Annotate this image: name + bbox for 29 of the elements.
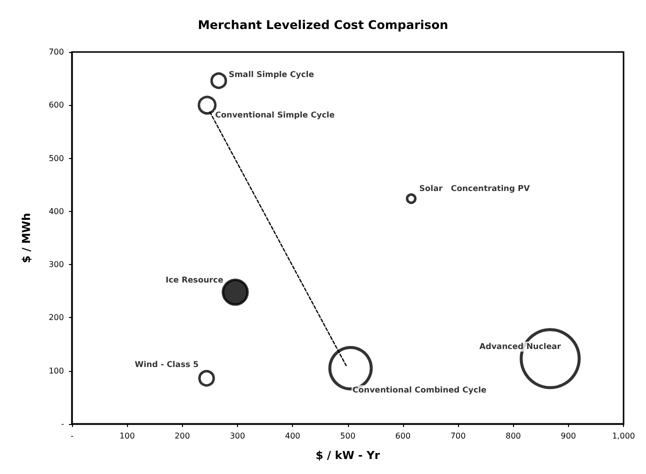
annotation: Small Simple Cycle	[228, 70, 315, 80]
y-tick-label: 700	[48, 48, 64, 56]
x-tick-label: 800	[506, 432, 521, 440]
y-tick-label: 400	[48, 206, 64, 216]
annotation: Solar Concentrating PV	[419, 184, 531, 194]
x-tick-label: 600	[395, 432, 411, 440]
x-tick-label: -	[70, 432, 74, 440]
y-tick-label: 500	[48, 154, 64, 163]
annotation: Wind - Class 5	[134, 360, 200, 369]
x-tick-label: 400	[284, 432, 300, 440]
annotation: Conventional Combined Cycle	[352, 386, 487, 395]
y-tick-label: 200	[48, 313, 64, 322]
x-tick-label: 700	[450, 432, 466, 440]
y-tick-label: 100	[48, 366, 64, 376]
annotation: Ice Resource	[166, 276, 224, 285]
x-tick-label: 300	[230, 432, 246, 440]
chart-title: Merchant Levelized Cost Comparison	[198, 18, 448, 32]
y-axis-title: $ / MWh	[20, 212, 33, 264]
x-tick-label: 500	[340, 432, 356, 440]
x-axis-title: $ / kW - Yr	[316, 449, 381, 462]
y-tick-label: 300	[48, 260, 64, 270]
x-tick-label: 1,000	[612, 432, 635, 440]
x-tick-label: 100	[120, 432, 135, 440]
y-tick-label: 600	[48, 100, 64, 110]
y-tick-label: -	[61, 420, 64, 428]
x-tick-label: 900	[560, 432, 576, 440]
annotation: Conventional Simple Cycle	[215, 110, 336, 120]
annotation: Advanced Nuclear	[479, 342, 562, 352]
x-tick-label: 200	[174, 432, 190, 440]
